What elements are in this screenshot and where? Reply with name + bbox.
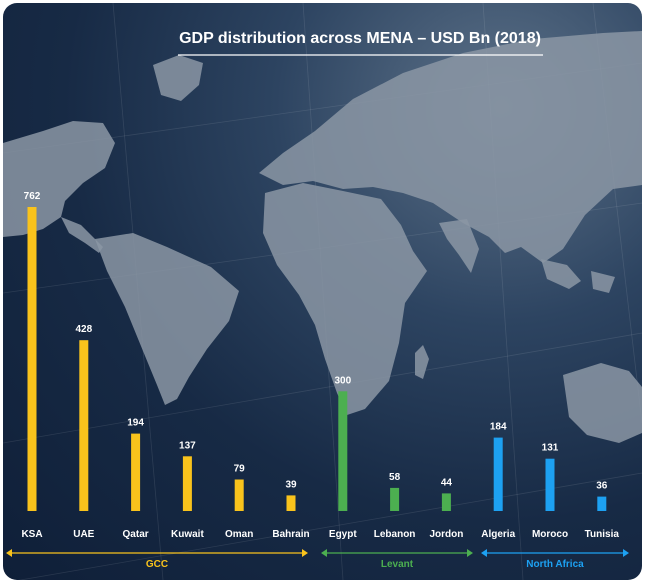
category-label-tunisia: Tunisia: [585, 529, 620, 540]
bar-egypt: [338, 391, 348, 511]
value-label-oman: 79: [234, 464, 246, 475]
value-label-qatar: 194: [127, 418, 144, 429]
category-label-egypt: Egypt: [329, 529, 357, 540]
category-label-lebanon: Lebanon: [374, 529, 416, 540]
group-label-gcc: GCC: [146, 559, 168, 570]
bar-bahrain: [286, 495, 296, 511]
category-label-bahrain: Bahrain: [272, 529, 309, 540]
world-map-background: [3, 3, 642, 580]
category-label-oman: Oman: [225, 529, 253, 540]
group-label-levant: Levant: [381, 559, 414, 570]
bars: [27, 207, 607, 511]
group-brackets: GCC Levant North Africa: [6, 549, 629, 570]
bar-algeria: [493, 437, 503, 511]
category-label-ksa: KSA: [21, 529, 42, 540]
category-label-moroco: Moroco: [532, 529, 568, 540]
arrow-right-icon: [467, 549, 473, 557]
group-levant: Levant: [321, 549, 473, 570]
bar-tunisia: [597, 496, 607, 511]
value-label-jordon: 44: [441, 477, 453, 488]
group-north-africa: North Africa: [481, 549, 629, 570]
arrow-left-icon: [6, 549, 12, 557]
value-label-kuwait: 137: [179, 440, 196, 451]
value-label-ksa: 762: [24, 191, 41, 202]
value-label-moroco: 131: [542, 443, 559, 454]
category-label-jordon: Jordon: [429, 529, 463, 540]
group-gcc: GCC: [6, 549, 308, 570]
bar-jordon: [441, 493, 451, 511]
category-label-qatar: Qatar: [123, 529, 149, 540]
bar-kuwait: [182, 456, 192, 511]
value-label-uae: 428: [75, 324, 92, 335]
chart-title: GDP distribution across MENA – USD Bn (2…: [179, 30, 541, 47]
bar-moroco: [545, 458, 555, 511]
bar-ksa: [27, 207, 37, 511]
bar-qatar: [131, 433, 141, 511]
value-label-algeria: 184: [490, 422, 507, 433]
value-label-tunisia: 36: [596, 481, 608, 492]
arrow-right-icon: [302, 549, 308, 557]
category-label-algeria: Algeria: [481, 529, 515, 540]
bar-uae: [79, 340, 89, 511]
value-labels: 762 428 194 137 79 39 300 58 44 184 131 36: [24, 191, 608, 492]
group-label-north-africa: North Africa: [526, 559, 584, 570]
arrow-left-icon: [481, 549, 487, 557]
chart-frame: GDP distribution across MENA – USD Bn (2…: [3, 3, 642, 580]
arrow-right-icon: [623, 549, 629, 557]
bar-oman: [234, 479, 244, 511]
gdp-bar-chart: GDP distribution across MENA – USD Bn (2…: [3, 3, 642, 580]
category-label-kuwait: Kuwait: [171, 529, 204, 540]
bar-lebanon: [390, 487, 400, 511]
value-label-egypt: 300: [334, 375, 351, 386]
value-label-bahrain: 39: [285, 479, 297, 490]
value-label-lebanon: 58: [389, 472, 401, 483]
category-labels: KSA UAE Qatar Kuwait Oman Bahrain Egypt Lebanon…: [21, 529, 619, 540]
arrow-left-icon: [321, 549, 327, 557]
category-label-uae: UAE: [73, 529, 94, 540]
